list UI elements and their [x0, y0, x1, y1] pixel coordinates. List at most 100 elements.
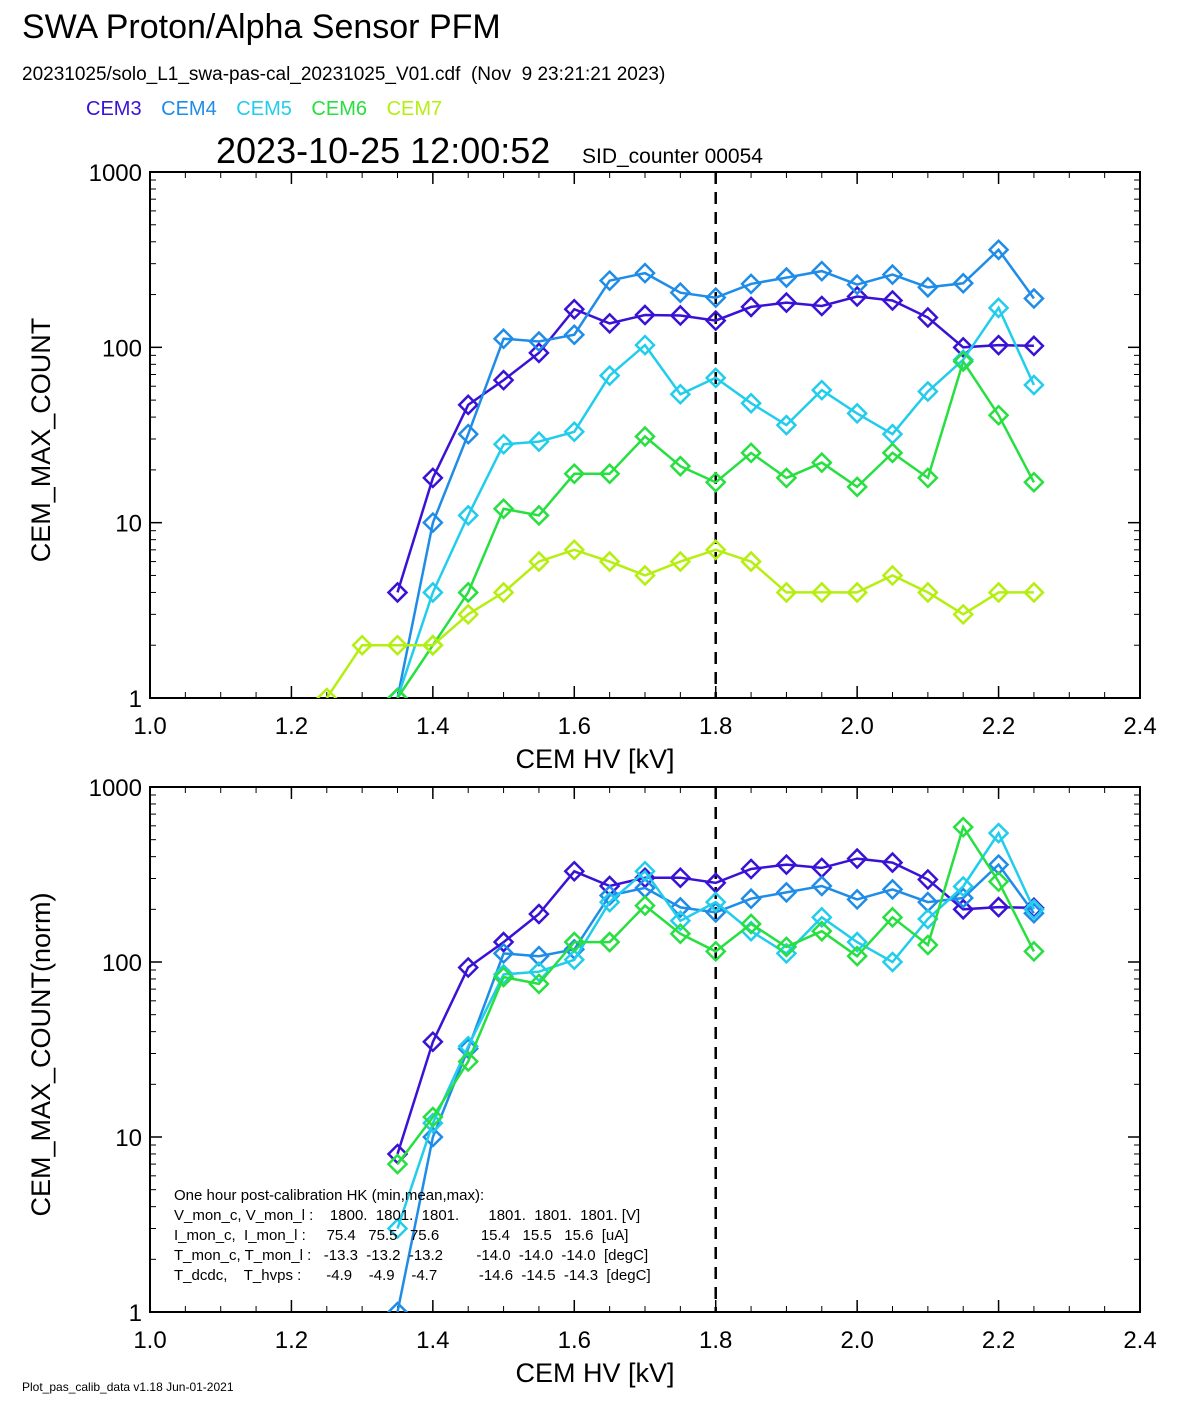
page-title: SWA Proton/Alpha Sensor PFM	[22, 8, 501, 46]
data-point	[881, 951, 904, 973]
data-point	[704, 309, 727, 332]
data-point	[1023, 287, 1045, 310]
x-axis-label: CEM HV [kV]	[515, 744, 674, 774]
y-axis-label: CEM_MAX_COUNT(norm)	[26, 892, 56, 1216]
x-tick-label: 1.6	[558, 1327, 591, 1354]
data-point	[775, 581, 798, 604]
data-point	[987, 870, 1010, 893]
data-point	[563, 948, 586, 971]
data-point	[563, 323, 586, 346]
data-point	[528, 960, 550, 983]
data-point	[811, 295, 833, 317]
legend-cem6: CEM6	[311, 98, 367, 120]
sid-counter: SID_counter 00054	[582, 145, 763, 168]
data-point	[952, 350, 974, 373]
data-point	[669, 383, 692, 406]
data-point	[917, 868, 939, 891]
data-point	[740, 392, 762, 414]
data-point	[987, 896, 1010, 918]
data-point	[881, 878, 904, 901]
data-point	[492, 327, 515, 350]
data-point	[669, 550, 692, 573]
data-point	[492, 433, 515, 456]
data-point	[917, 581, 939, 604]
y-tick-label: 1000	[89, 775, 142, 802]
legend: CEM3 CEM4 CEM5 CEM6 CEM7	[86, 98, 456, 121]
hk-annotation-line: I_mon_c, I_mon_l : 75.4 75.5 75.6 15.4 1…	[174, 1227, 628, 1244]
data-point	[1023, 335, 1045, 357]
data-point	[528, 973, 550, 995]
data-point	[386, 1153, 409, 1175]
data-point	[528, 550, 550, 573]
data-point	[386, 1217, 409, 1240]
x-tick-label: 1.4	[416, 713, 449, 740]
y-tick-label: 100	[102, 335, 142, 362]
series-line	[396, 305, 1036, 698]
data-point	[917, 467, 939, 489]
data-point	[881, 442, 904, 464]
data-point	[386, 687, 409, 698]
data-point	[316, 687, 338, 698]
hk-annotation-line: V_mon_c, V_mon_l : 1800. 1801. 1801. 180…	[174, 1207, 640, 1224]
series-line	[396, 830, 1036, 1229]
data-point	[634, 894, 656, 917]
data-point	[704, 891, 727, 913]
data-point	[492, 581, 515, 604]
data-point	[528, 430, 550, 453]
data-point	[917, 380, 939, 403]
x-axis-label: CEM HV [kV]	[515, 1358, 674, 1388]
x-tick-label: 1.6	[558, 713, 591, 740]
x-tick-label: 1.0	[133, 713, 166, 740]
data-point	[917, 306, 939, 329]
data-point	[811, 451, 833, 474]
chart-panel-2: 1.0 1.2 1.4 1.6 1.8 2.0 2.2 2.4 1 10 100 1000 CEM HV…	[26, 775, 1157, 1388]
data-point	[846, 402, 868, 425]
data-point	[422, 1031, 444, 1053]
data-point	[457, 1035, 479, 1058]
data-point	[1023, 581, 1045, 604]
data-point	[775, 853, 798, 876]
data-point	[881, 851, 904, 874]
data-point	[987, 334, 1010, 356]
data-point	[952, 887, 974, 909]
data-point	[669, 455, 692, 477]
data-point	[669, 922, 692, 945]
data-point	[634, 334, 656, 356]
data-point	[422, 1106, 444, 1128]
data-point	[952, 898, 974, 921]
data-point	[811, 581, 833, 604]
data-point	[846, 888, 868, 911]
series-line	[325, 548, 1034, 698]
data-point	[846, 931, 868, 953]
y-tick-label: 1000	[89, 160, 142, 187]
x-tick-label: 2.2	[982, 713, 1015, 740]
data-point	[740, 913, 762, 935]
data-point	[598, 364, 621, 387]
data-point	[846, 581, 868, 604]
data-point	[704, 901, 727, 924]
data-point	[704, 471, 727, 494]
data-point	[634, 304, 656, 326]
y-axis-label: CEM_MAX_COUNT	[26, 318, 56, 563]
data-point	[775, 414, 798, 436]
data-point	[386, 581, 409, 604]
x-tick-label: 1.2	[275, 713, 308, 740]
series-cem4	[386, 239, 1045, 698]
hk-annotation-line: T_mon_c, T_mon_l : -13.3 -13.2 -13.2 -14…	[174, 1247, 648, 1264]
data-point	[740, 858, 762, 880]
data-point	[917, 908, 939, 930]
data-point	[987, 297, 1010, 319]
x-tick-label: 2.4	[1123, 1327, 1156, 1354]
data-point	[811, 906, 833, 929]
data-point	[563, 860, 586, 883]
data-point	[492, 942, 515, 965]
data-point	[811, 875, 833, 897]
data-point	[1023, 902, 1045, 924]
data-point	[563, 463, 586, 485]
data-point	[846, 273, 868, 296]
data-point	[846, 285, 868, 308]
data-point	[811, 379, 833, 401]
data-point	[492, 498, 515, 520]
data-point	[422, 581, 444, 604]
y-tick-label: 100	[102, 950, 142, 977]
